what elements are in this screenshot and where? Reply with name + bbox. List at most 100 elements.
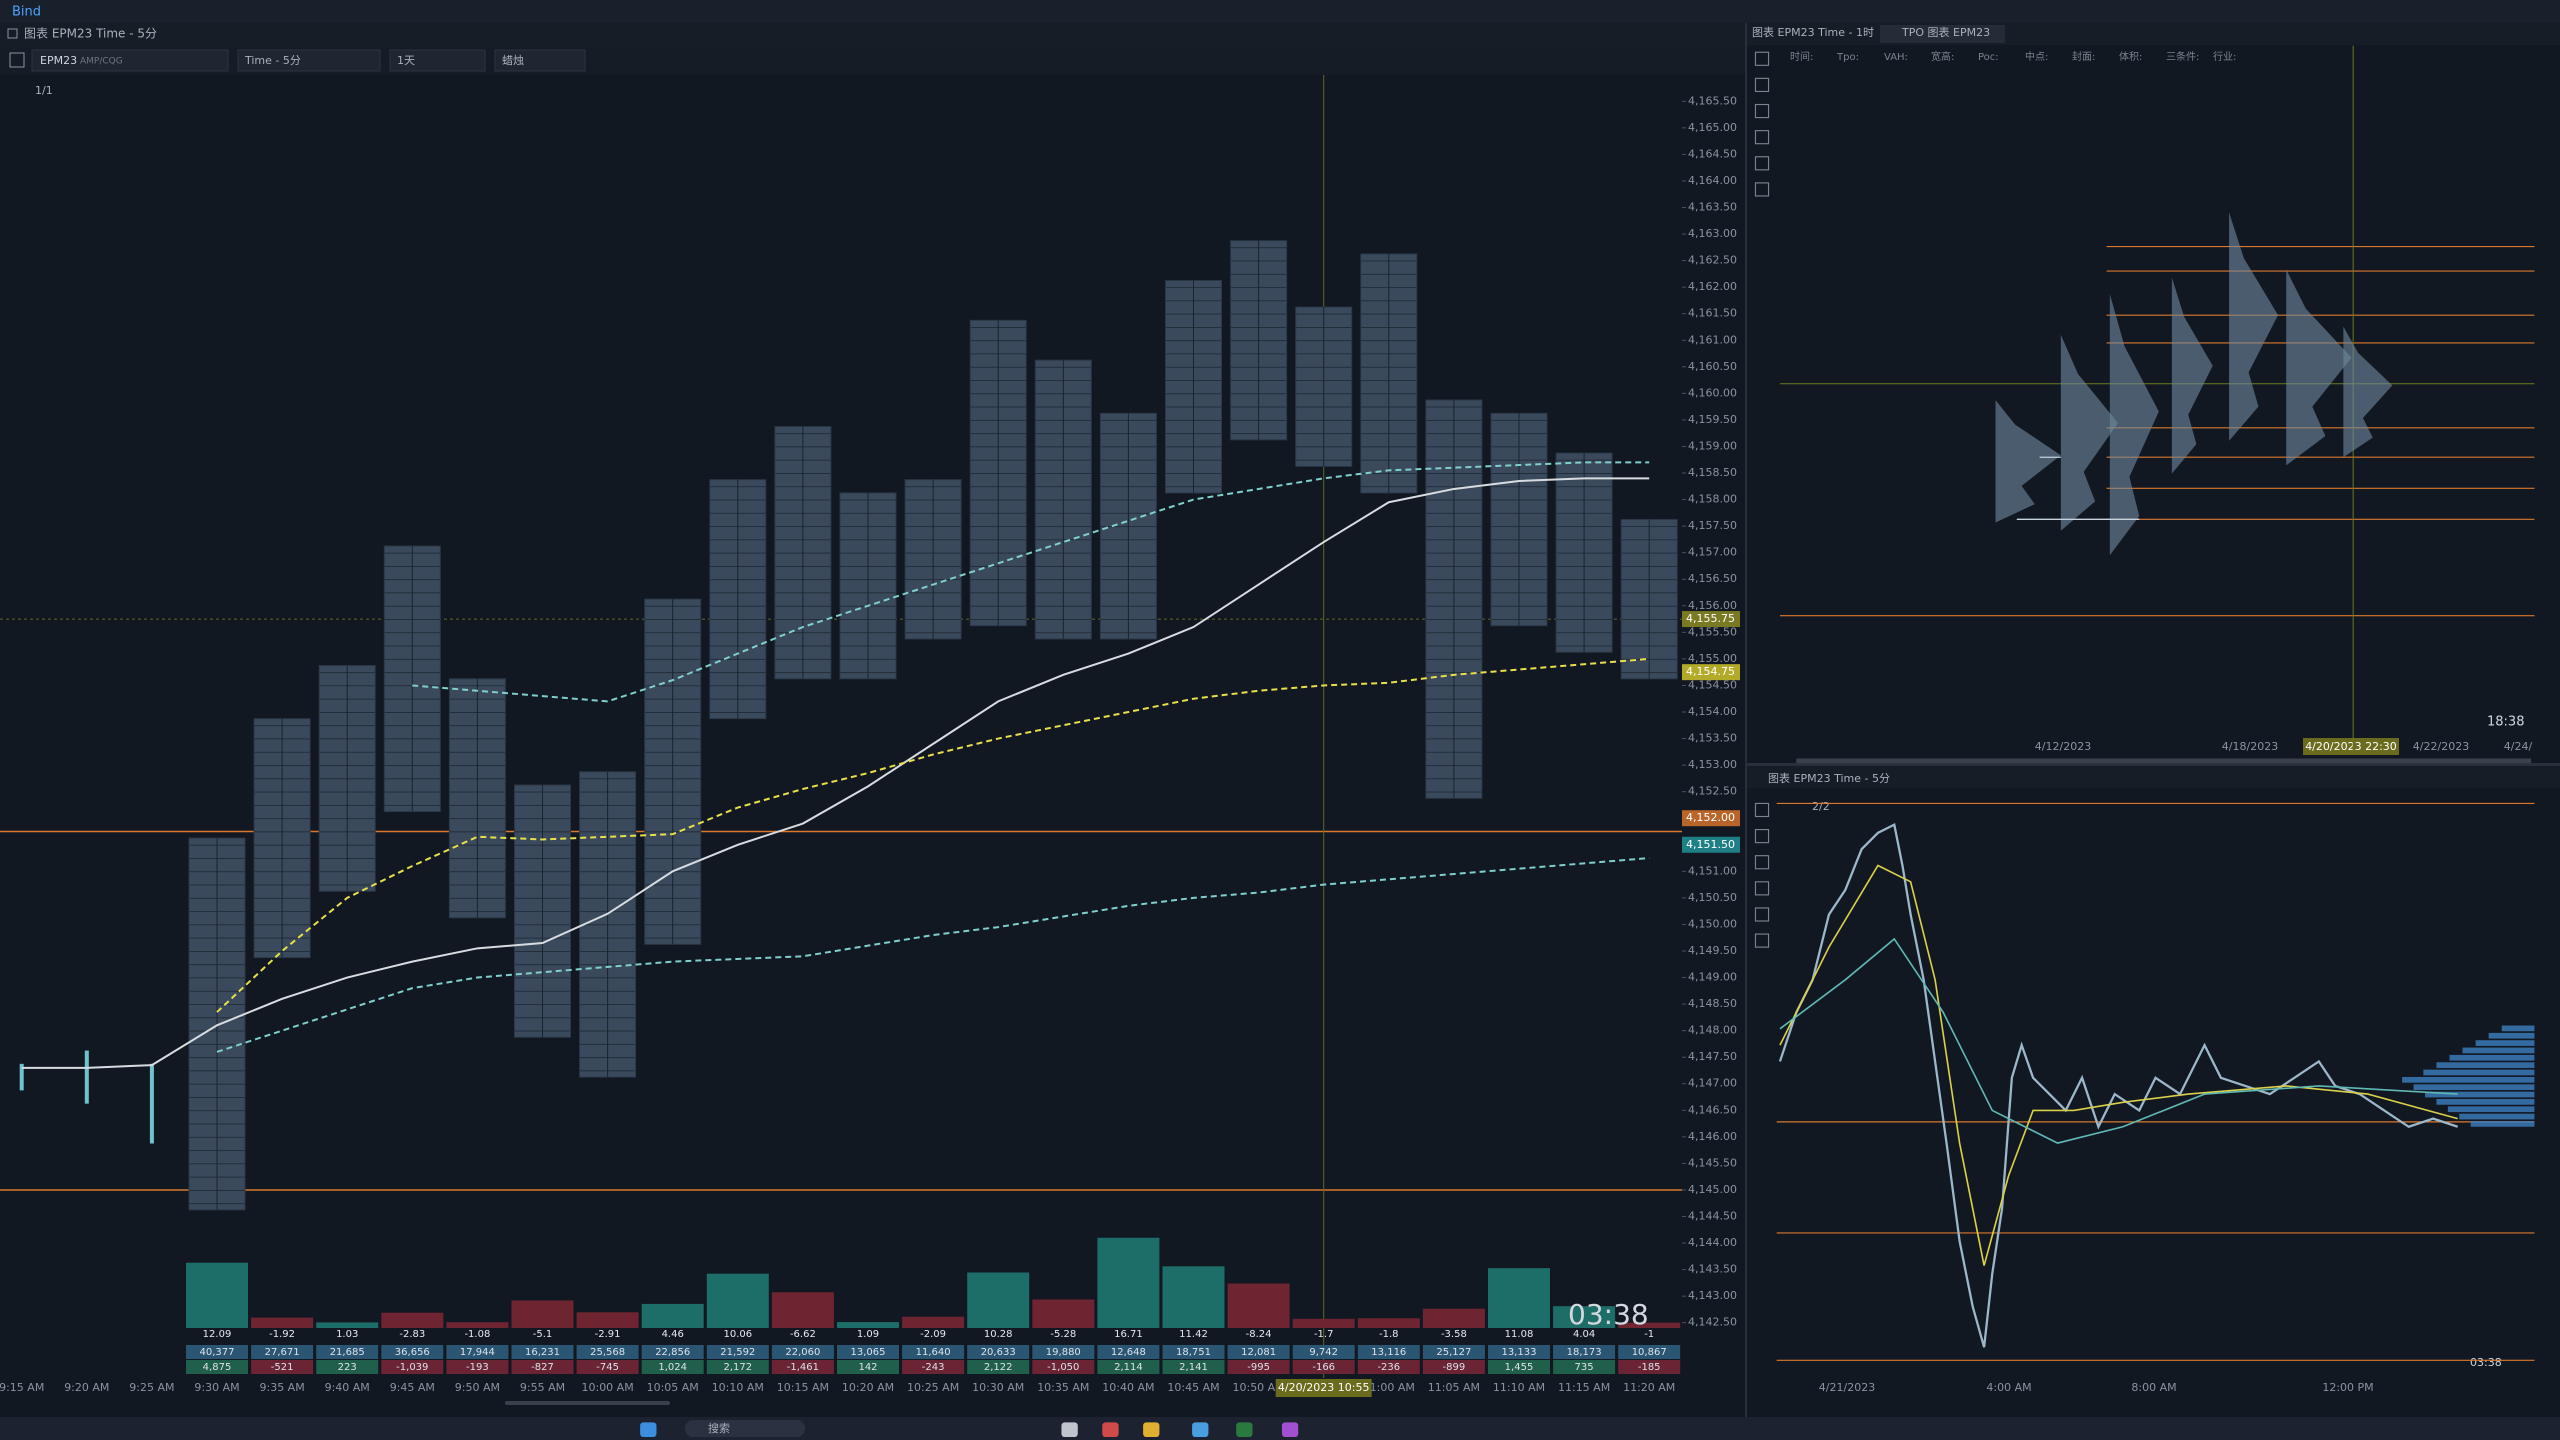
taskbar-icon[interactable] [1236, 1422, 1253, 1438]
delta-pct-label: -8.24 [1246, 1329, 1272, 1340]
lower-time: 12:00 PM [2322, 1381, 2373, 1394]
delta-label: 4,875 [203, 1362, 232, 1373]
tpo-profile [2286, 269, 2352, 466]
tpo-field: VAH: [1884, 52, 1908, 63]
tpo-field: Tpo: [1836, 52, 1859, 63]
crosshair-time-box [1275, 1379, 1372, 1397]
lower-panel-title[interactable]: 图表 EPM23 Time - 5分 [1768, 771, 1890, 785]
y-tick-label: 4,158.50 [1688, 466, 1737, 479]
volume-cell [1488, 1345, 1550, 1359]
delta-label: -995 [1247, 1362, 1270, 1373]
y-tick-label: 4,148.50 [1688, 997, 1737, 1010]
y-tick-label: 4,153.50 [1688, 732, 1737, 745]
tool-icon[interactable] [1754, 855, 1770, 870]
taskbar-icon[interactable] [1281, 1422, 1299, 1438]
y-tick-label: 4,153.00 [1688, 758, 1737, 771]
volume-label: 22,856 [655, 1347, 690, 1358]
x-tick-label: 10:05 AM [647, 1381, 699, 1394]
delta-pct-label: -2.91 [595, 1329, 621, 1340]
volume-label: 12,648 [1111, 1347, 1146, 1358]
y-tick-label: 4,143.00 [1688, 1289, 1737, 1302]
tool-icon[interactable] [1754, 77, 1770, 93]
search-box[interactable] [685, 1420, 805, 1437]
volume-cell [1553, 1345, 1616, 1359]
delta-bar [1553, 1306, 1616, 1328]
volume-label: 9,742 [1309, 1347, 1338, 1358]
title-bar [0, 0, 2560, 23]
timeframe-select[interactable] [237, 49, 381, 72]
tpo-field: 中点: [2025, 50, 2048, 63]
style-select[interactable] [494, 49, 586, 72]
volume-label: 20,633 [981, 1347, 1016, 1358]
symbol-box[interactable] [31, 49, 229, 72]
y-tick-label: 4,154.50 [1688, 678, 1737, 691]
volume-profile [2449, 1054, 2535, 1061]
tool-icon[interactable] [1754, 130, 1770, 145]
volume-label: 25,568 [590, 1347, 625, 1358]
delta-bar [837, 1322, 899, 1328]
delta-pct-label: -2.83 [399, 1329, 425, 1340]
tool-icon[interactable] [1754, 802, 1770, 818]
taskbar-icon[interactable] [1102, 1422, 1119, 1438]
tool-icon[interactable] [1754, 156, 1770, 171]
main-tab[interactable]: 图表 EPM23 Time - 5分 [24, 27, 157, 41]
delta-bar [1227, 1283, 1290, 1328]
panel-toggle[interactable] [9, 52, 25, 68]
tool-icon[interactable] [1754, 51, 1770, 66]
delta-bar [186, 1262, 248, 1328]
volume-cell [1357, 1345, 1420, 1359]
indicator-line [216, 857, 1650, 1053]
x-tick-label: 9:50 AM [455, 1381, 500, 1394]
taskbar-icon[interactable] [1192, 1422, 1209, 1438]
tpo-tab[interactable]: TPO 图表 EPM23 [1901, 25, 1990, 39]
y-tick-label: 4,145.50 [1688, 1156, 1737, 1169]
volume-label: 36,656 [395, 1347, 430, 1358]
volume-profile [2459, 1113, 2535, 1120]
volume-cell [446, 1345, 509, 1359]
tool-icon[interactable] [1754, 103, 1770, 119]
delta-label: 2,122 [984, 1362, 1013, 1373]
delta-pct-label: 4.04 [1573, 1329, 1595, 1340]
volume-profile [2436, 1099, 2535, 1105]
tool-icon[interactable] [1754, 881, 1770, 896]
scrollbar[interactable] [505, 1401, 670, 1405]
x-tick-label: 9:35 AM [259, 1381, 304, 1394]
taskbar-icon[interactable] [640, 1422, 657, 1438]
delta-bar [446, 1322, 509, 1328]
y-tick-label: 4,165.00 [1688, 121, 1737, 134]
tpo-field: 三条件: [2166, 50, 2199, 63]
tab-icon [7, 28, 18, 39]
delta-pct-label: 4.46 [662, 1329, 684, 1340]
y-tick-label: 4,150.50 [1688, 891, 1737, 904]
clock: 03:38 [1568, 1298, 1649, 1331]
volume-profile [2462, 1047, 2535, 1054]
app-title: Bind [12, 5, 41, 20]
tool-icon[interactable] [1754, 907, 1770, 922]
tpo-tab[interactable]: 图表 EPM23 Time - 1时 [1752, 25, 1874, 39]
timeframe: Time - 5分 [244, 54, 301, 67]
x-tick-label: 10:10 AM [712, 1381, 764, 1394]
ma-teal [1779, 937, 2458, 1144]
delta-bar [316, 1322, 379, 1328]
range-select[interactable] [389, 49, 486, 72]
tool-icon[interactable] [1754, 828, 1770, 844]
taskbar-icon[interactable] [1143, 1422, 1160, 1438]
taskbar-icon[interactable] [1061, 1422, 1078, 1438]
x-tick-label: 9:45 AM [390, 1381, 435, 1394]
delta-pct-label: -3.58 [1441, 1329, 1467, 1340]
x-tick-label: 9:20 AM [64, 1381, 109, 1394]
y-tick-label: 4,155.00 [1688, 652, 1737, 665]
delta-pct-label: -1.08 [464, 1329, 490, 1340]
volume-cell [1227, 1345, 1290, 1359]
volume-cell [1422, 1345, 1485, 1359]
volume-cell [1292, 1345, 1355, 1359]
x-tick-label: 11:15 AM [1558, 1381, 1610, 1394]
delta-cell [1488, 1360, 1550, 1374]
tpo-date: 4/18/2023 [2222, 740, 2278, 753]
tool-icon[interactable] [1754, 182, 1770, 197]
volume-profile [2447, 1106, 2535, 1113]
tool-icon[interactable] [1754, 933, 1770, 948]
y-tick-label: 4,158.00 [1688, 493, 1737, 506]
volume-label: 19,880 [1046, 1347, 1081, 1358]
